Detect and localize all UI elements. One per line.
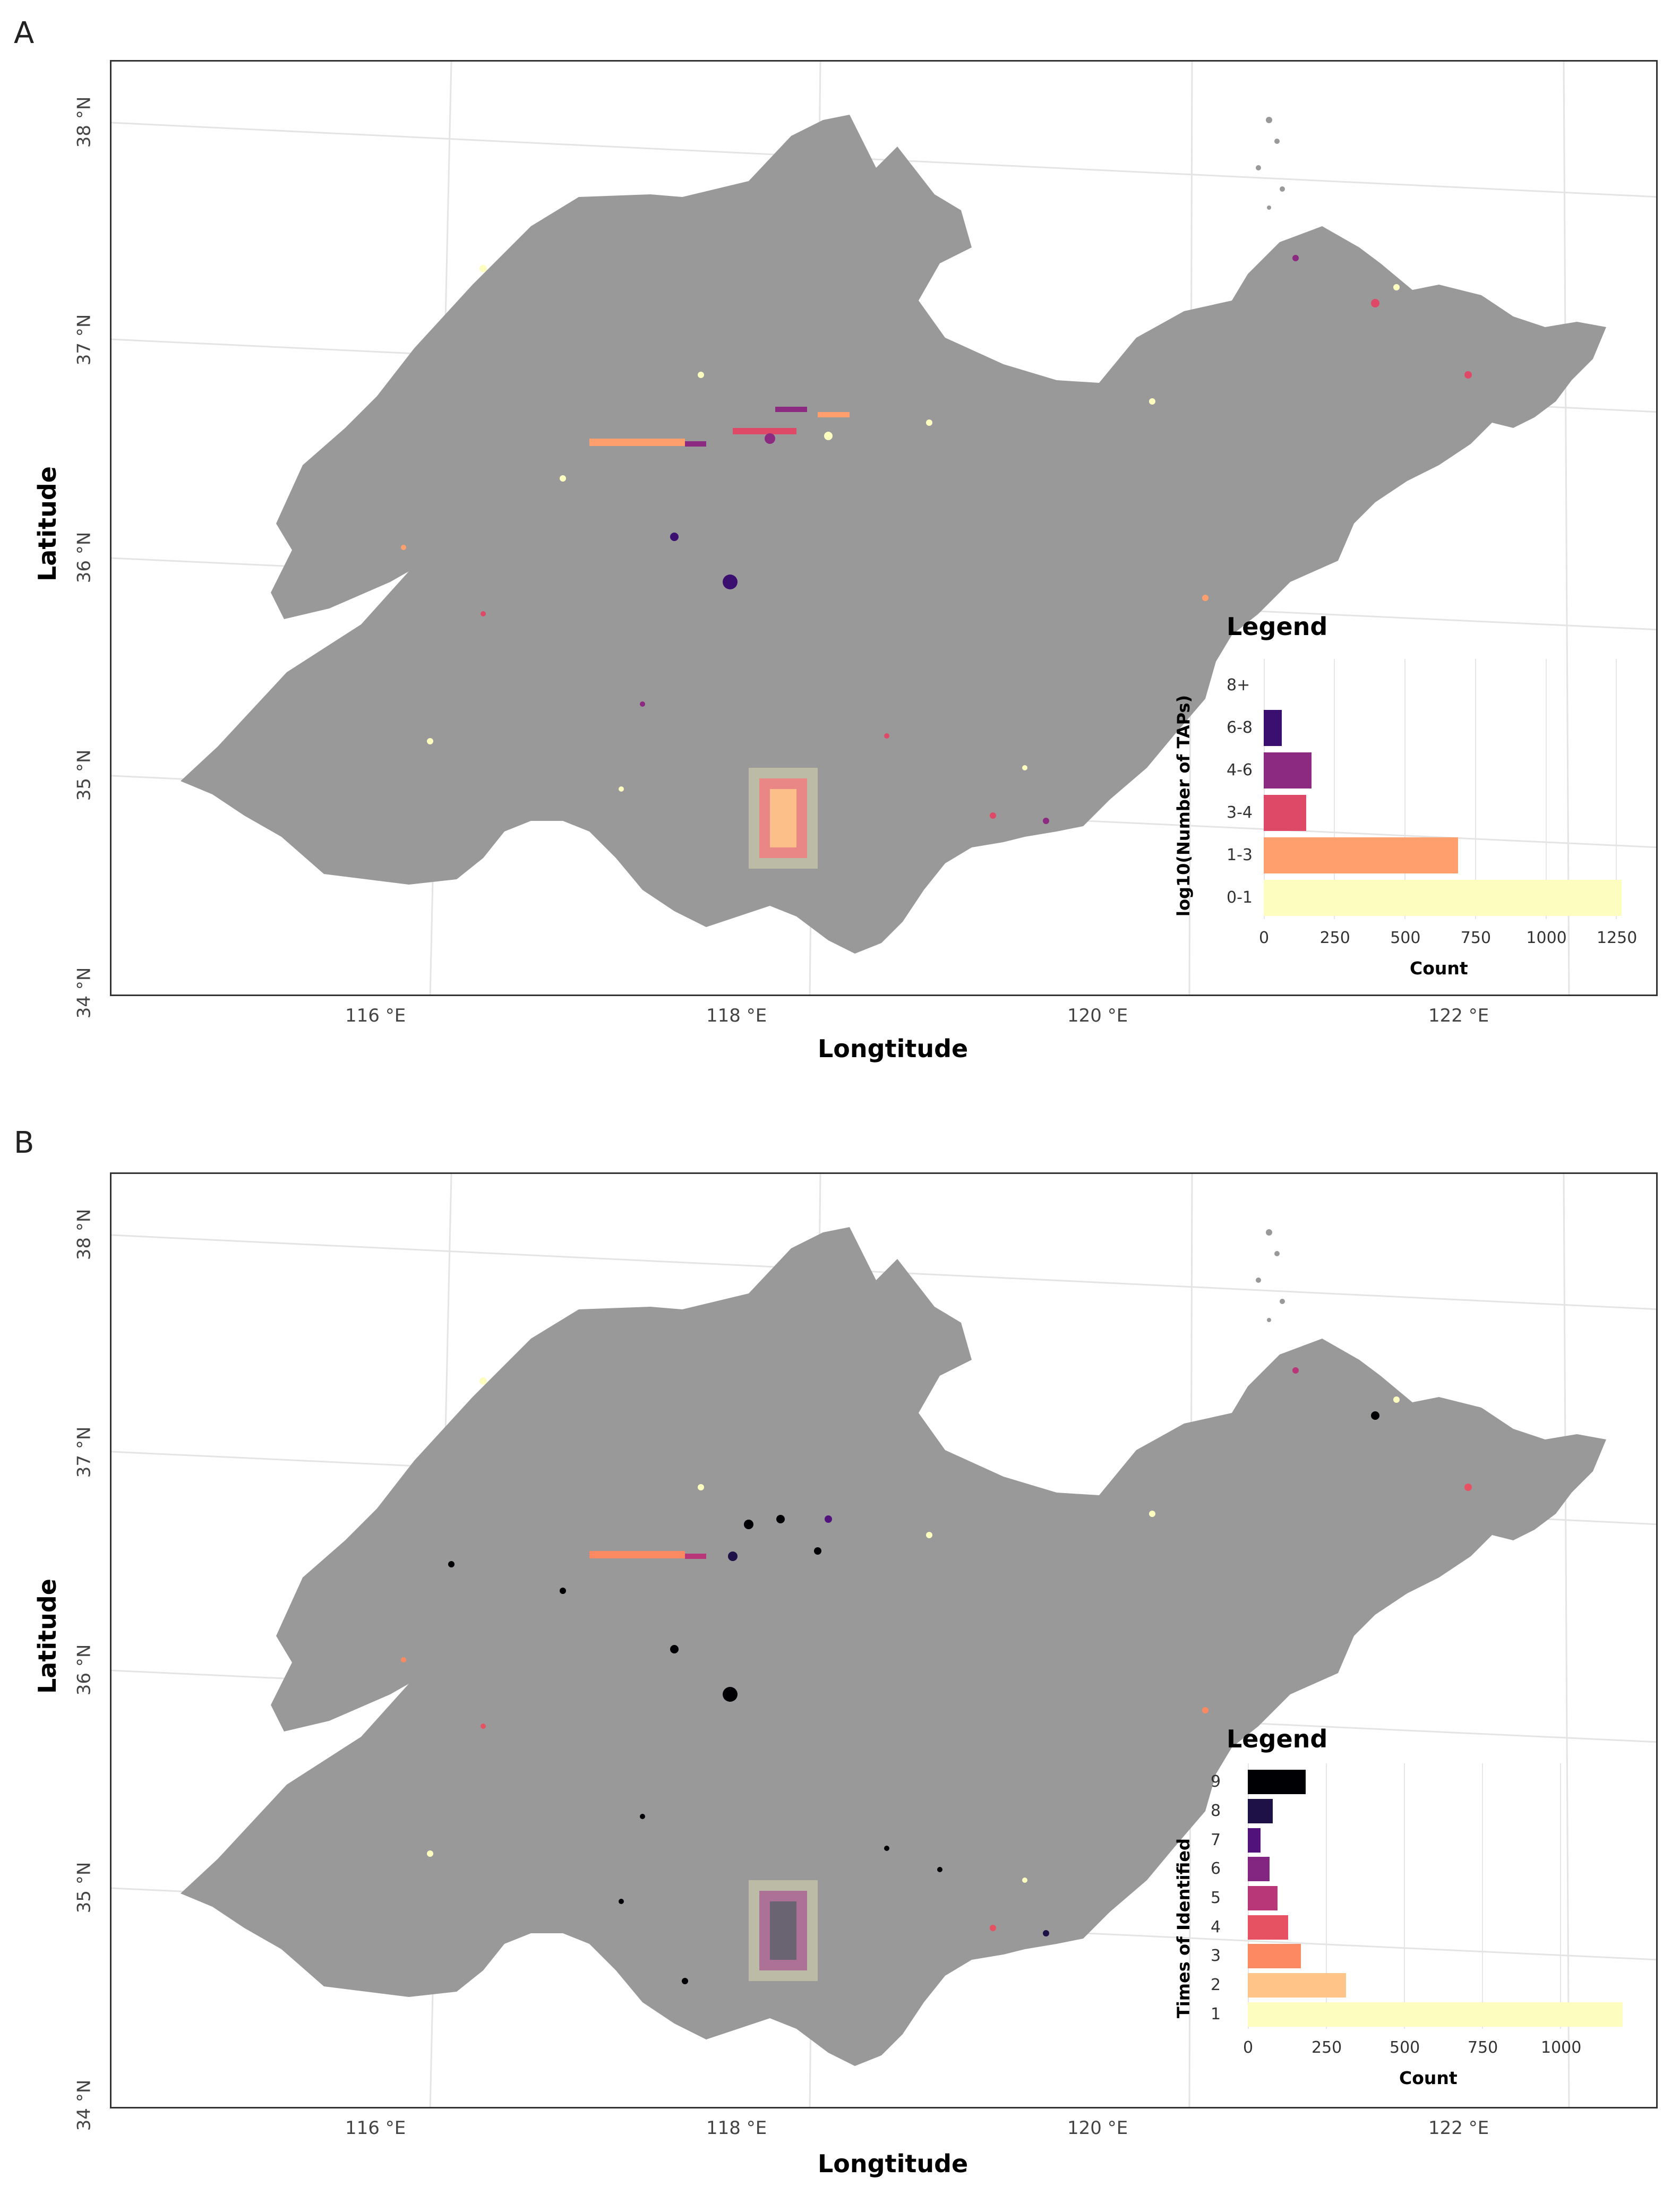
x-tick-122: 122 °E <box>1428 2118 1489 2139</box>
legend-bar <box>1248 1886 1278 1910</box>
legend-x-label: Count <box>1399 2068 1458 2088</box>
legend-x-label: Count <box>1410 958 1468 979</box>
legend-bar <box>1264 880 1622 916</box>
legend-count-tick: 750 <box>1460 929 1492 947</box>
legend-count-tick: 250 <box>1312 2038 1342 2057</box>
legend-title: Legend <box>1227 612 1328 641</box>
legend-y-label: Times of Identified <box>1173 1838 1194 2018</box>
legend-histogram: Legend Times of Identified Count 9 8 7 6 5 4 3… <box>112 1174 1656 2107</box>
legend-count-tick: 1000 <box>1526 929 1567 947</box>
y-tick-37: 37 °N <box>73 314 95 366</box>
legend-category-label: 8+ <box>1227 676 1250 695</box>
legend-histogram: Legend log10(Number of TAPs) Count 8+ 6-8… <box>112 62 1656 995</box>
x-tick-120: 120 °E <box>1067 1005 1128 1026</box>
tap-hotspots <box>401 255 1472 869</box>
y-tick-38: 38 °N <box>73 1208 95 1261</box>
x-tick-122: 122 °E <box>1428 1005 1489 1026</box>
legend-category-label: 3-4 <box>1227 803 1253 822</box>
legend-count-tick: 0 <box>1243 2038 1254 2057</box>
map-canvas <box>112 62 1656 995</box>
map-frame[interactable]: Legend log10(Number of TAPs) Count 8+ 6-8… <box>110 60 1658 996</box>
x-tick-116: 116 °E <box>345 2118 406 2139</box>
legend-category-label: 3 <box>1211 1947 1221 1966</box>
legend-category-label: 0-1 <box>1227 888 1253 907</box>
shandong-landmass <box>181 115 1606 954</box>
panel-a: A <box>0 0 1680 1078</box>
legend-bar <box>1248 2002 1623 2027</box>
legend-bar <box>1264 710 1282 746</box>
legend-bar <box>1248 1828 1261 1853</box>
x-axis-title: Longtitude <box>818 2149 968 2178</box>
legend-plot-area <box>1264 659 1630 919</box>
legend-category-label: 7 <box>1211 1830 1221 1849</box>
legend-category-label: 8 <box>1211 1802 1221 1820</box>
identified-hotspots <box>401 1367 1472 1984</box>
y-tick-36: 36 °N <box>73 1644 95 1696</box>
legend-bar <box>1264 752 1312 788</box>
legend-bar <box>1248 1770 1306 1795</box>
legend-count-tick: 0 <box>1259 929 1270 947</box>
legend-category-label: 9 <box>1211 1772 1221 1791</box>
x-tick-116: 116 °E <box>345 1005 406 1026</box>
legend-count-tick: 750 <box>1468 2038 1498 2057</box>
legend-count-tick: 1000 <box>1541 2038 1582 2057</box>
shandong-landmass <box>181 1227 1606 2066</box>
x-tick-118: 118 °E <box>706 1005 767 1026</box>
legend-title: Legend <box>1227 1725 1328 1753</box>
map-frame[interactable]: Legend Times of Identified Count 9 8 7 6 5 4 3… <box>110 1172 1658 2108</box>
legend-category-label: 4-6 <box>1227 761 1253 779</box>
legend-bar <box>1264 837 1458 873</box>
legend-category-label: 1 <box>1211 2004 1221 2024</box>
y-tick-38: 38 °N <box>73 96 95 148</box>
y-tick-37: 37 °N <box>73 1426 95 1478</box>
legend-category-label: 6 <box>1211 1859 1221 1879</box>
legend-bar <box>1264 795 1306 831</box>
legend-bar <box>1248 1857 1270 1882</box>
panel-label: B <box>14 1126 35 1160</box>
legend-category-label: 4 <box>1211 1917 1221 1936</box>
panel-b: B <box>0 1110 1680 2203</box>
y-axis-title: Latitude <box>33 466 62 581</box>
legend-bar <box>1248 1799 1273 1823</box>
legend-bar <box>1248 1973 1347 1998</box>
y-tick-34: 34 °N <box>73 967 95 1019</box>
legend-bar <box>1248 1915 1289 1940</box>
y-axis-title: Latitude <box>33 1579 62 1694</box>
legend-category-label: 5 <box>1211 1889 1221 1907</box>
legend-count-tick: 500 <box>1390 2038 1420 2057</box>
legend-category-label: 2 <box>1211 1976 1221 1994</box>
legend-bar <box>1248 1944 1301 1969</box>
legend-category-label: 1-3 <box>1227 846 1253 864</box>
legend-count-tick: 500 <box>1390 929 1421 947</box>
y-tick-34: 34 °N <box>73 2079 95 2131</box>
map-canvas <box>112 1174 1656 2107</box>
y-tick-36: 36 °N <box>73 532 95 584</box>
x-tick-118: 118 °E <box>706 2118 767 2139</box>
y-tick-35: 35 °N <box>73 749 95 801</box>
panel-label: A <box>14 16 35 50</box>
x-tick-120: 120 °E <box>1067 2118 1128 2139</box>
legend-count-tick: 1250 <box>1597 929 1638 947</box>
legend-count-tick: 250 <box>1319 929 1350 947</box>
legend-y-label: log10(Number of TAPs) <box>1173 695 1194 916</box>
x-axis-title: Longtitude <box>818 1034 968 1063</box>
y-tick-35: 35 °N <box>73 1862 95 1914</box>
legend-category-label: 6-8 <box>1227 718 1253 737</box>
